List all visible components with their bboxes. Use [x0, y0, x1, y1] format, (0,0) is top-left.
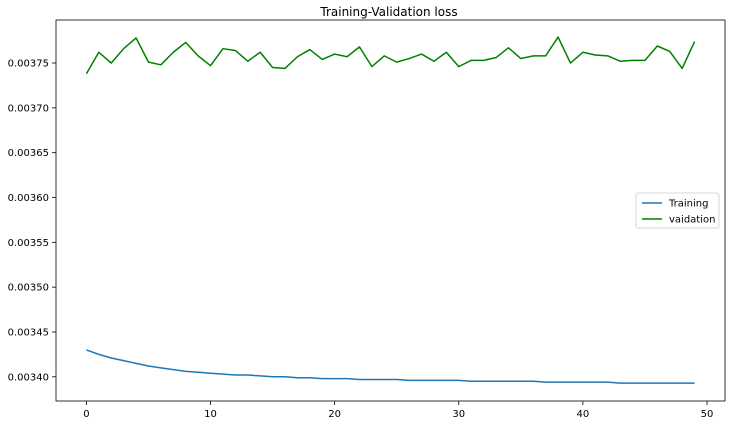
axes: 0 10 20 30 40 50 0.00340 0.00345 0.00350 0.00355 0… [8, 19, 726, 420]
y-tick-label: 0.00360 [8, 193, 49, 204]
x-tick-label: 30 [452, 409, 465, 420]
x-tick-label: 40 [577, 409, 590, 420]
y-tick-label: 0.00345 [8, 327, 49, 338]
y-tick-label: 0.00375 [8, 59, 49, 70]
plot-area [85, 36, 696, 384]
chart-title: Training-Validation loss [319, 5, 457, 19]
series-line-training [86, 349, 695, 384]
series-line-vaidation [85, 36, 696, 75]
y-tick-label: 0.00350 [8, 283, 49, 294]
x-tick-label: 50 [701, 409, 714, 420]
legend-label-training: Training [668, 199, 708, 210]
y-tick-label: 0.00370 [8, 103, 49, 114]
y-tick-label: 0.00355 [8, 238, 49, 249]
y-tick-label: 0.00340 [8, 372, 49, 383]
x-tick-label: 10 [204, 409, 217, 420]
y-tick-label: 0.00365 [8, 148, 49, 159]
legend-label-vaidation: vaidation [669, 215, 715, 226]
legend: Training vaidation [635, 192, 720, 229]
plot-frame [55, 19, 726, 402]
x-tick-label: 20 [328, 409, 341, 420]
x-tick-label: 0 [83, 409, 89, 420]
